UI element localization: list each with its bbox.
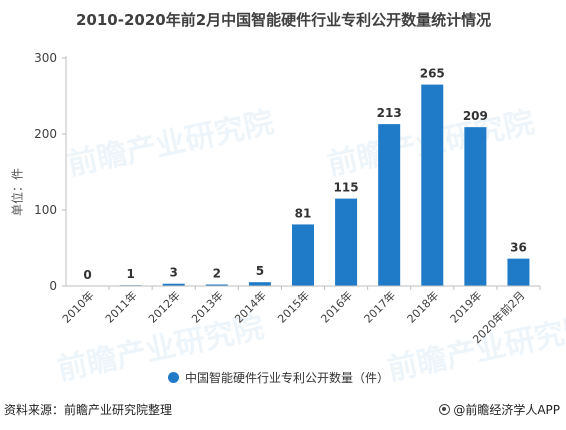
data-label: 5 (256, 264, 264, 278)
legend-label: 中国智能硬件行业专利公开数量（件） (185, 370, 390, 385)
bar (292, 224, 314, 286)
brand-text: @前瞻经济学人APP (453, 403, 560, 417)
bars (119, 84, 530, 287)
bar (464, 127, 487, 286)
data-label: 2 (213, 266, 221, 280)
brand-credit: @前瞻经济学人APP (439, 401, 560, 418)
x-tick-label: 2016年 (318, 288, 355, 325)
y-tick-label: 200 (34, 127, 57, 141)
data-label: 209 (463, 109, 488, 123)
data-label: 36 (510, 241, 527, 255)
legend-swatch (168, 371, 179, 383)
brand-logo-icon (439, 404, 451, 415)
watermark-text: 前瞻产业研究院 (64, 105, 277, 183)
bar (507, 258, 530, 286)
x-tick-label: 2010年 (59, 288, 96, 325)
data-label: 1 (126, 267, 134, 281)
bar (205, 284, 228, 286)
footer: 资料来源：前瞻产业研究院整理 @前瞻经济学人APP (0, 397, 566, 425)
source-note: 资料来源：前瞻产业研究院整理 (4, 403, 173, 417)
y-tick-label: 100 (34, 203, 57, 217)
bar (378, 124, 401, 287)
data-label: 0 (83, 268, 91, 282)
x-tick-label: 2015年 (275, 288, 312, 325)
y-tick-label: 0 (49, 279, 57, 293)
bar (421, 84, 444, 286)
x-tick-label: 2019年 (447, 288, 484, 325)
bar (248, 282, 271, 286)
x-tick-label: 2018年 (404, 288, 441, 325)
x-tick-label: 2011年 (102, 288, 139, 325)
legend: 中国智能硬件行业专利公开数量（件） (168, 369, 389, 385)
data-label: 3 (170, 266, 178, 280)
x-tick-label: 2017年 (361, 288, 398, 325)
x-tick-label: 2012年 (145, 288, 182, 325)
data-label: 213 (377, 106, 402, 120)
data-label: 81 (295, 206, 312, 220)
bar (162, 283, 185, 286)
y-tick-label: 300 (34, 51, 57, 65)
data-label: 115 (334, 181, 359, 195)
y-axis-label: 单位：件 (10, 167, 25, 217)
y-axis: 0 100 200 300 (34, 51, 67, 293)
chart-title: 2010-2020年前2月中国智能硬件行业专利公开数量统计情况 (76, 11, 492, 29)
bar (335, 198, 358, 286)
data-labels: 0 1 3 2 5 81 115 213 265 209 36 (83, 67, 526, 282)
data-label: 265 (420, 67, 445, 81)
